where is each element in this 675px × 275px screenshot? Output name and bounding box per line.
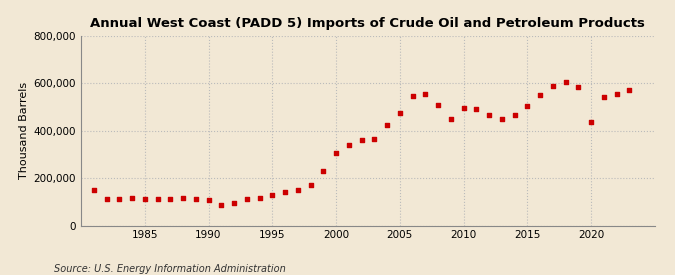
Point [611, 92, 622, 96]
Text: Source: U.S. Energy Information Administration: Source: U.S. Energy Information Administ… [54, 264, 286, 274]
Point [560, 80, 571, 84]
Point [152, 197, 163, 202]
Point [127, 196, 138, 200]
Point [242, 197, 252, 202]
Point [420, 92, 431, 96]
Point [344, 143, 354, 147]
Point [165, 197, 176, 201]
Point [471, 107, 482, 111]
Point [394, 111, 405, 115]
Y-axis label: Thousand Barrels: Thousand Barrels [20, 82, 30, 179]
Point [318, 169, 329, 173]
Point [433, 102, 443, 107]
Point [624, 88, 634, 92]
Point [190, 197, 201, 201]
Point [139, 197, 150, 201]
Point [483, 113, 494, 117]
Point [292, 188, 303, 192]
Point [381, 122, 392, 127]
Point [573, 84, 584, 89]
Point [216, 203, 227, 208]
Point [229, 201, 240, 205]
Point [356, 138, 367, 142]
Point [279, 190, 290, 194]
Point [305, 183, 316, 187]
Point [522, 103, 533, 108]
Title: Annual West Coast (PADD 5) Imports of Crude Oil and Petroleum Products: Annual West Coast (PADD 5) Imports of Cr… [90, 17, 645, 31]
Point [101, 197, 112, 201]
Point [509, 113, 520, 117]
Point [254, 195, 265, 200]
Point [458, 106, 469, 110]
Point [331, 151, 342, 155]
Point [88, 188, 99, 192]
Point [369, 137, 379, 141]
Point [446, 117, 456, 121]
Point [547, 83, 558, 88]
Point [407, 94, 418, 98]
Point [203, 198, 214, 202]
Point [114, 197, 125, 201]
Point [586, 120, 597, 125]
Point [496, 117, 507, 121]
Point [535, 93, 545, 97]
Point [178, 196, 188, 200]
Point [267, 192, 277, 197]
Point [598, 95, 609, 100]
